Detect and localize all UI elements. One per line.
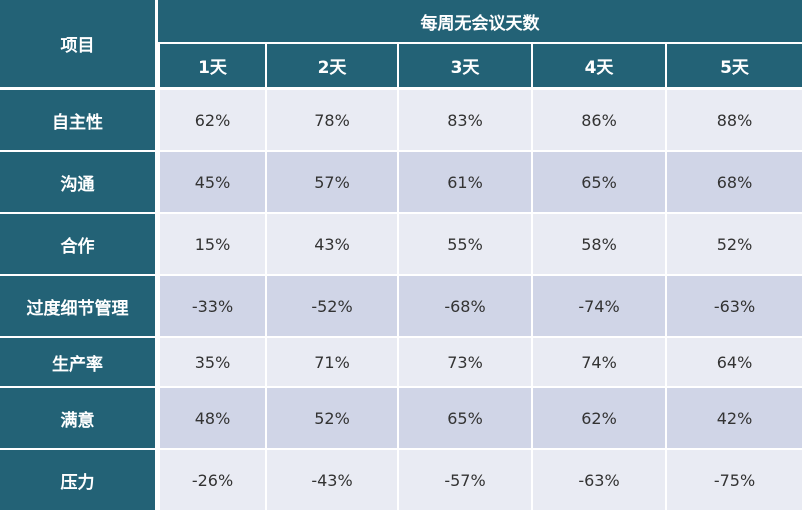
table-cell: -63% bbox=[665, 276, 802, 338]
table-cell: 61% bbox=[397, 152, 531, 214]
row-header: 自主性 bbox=[0, 90, 158, 152]
table-cell: 15% bbox=[158, 214, 265, 276]
table-cell: -52% bbox=[265, 276, 397, 338]
table-cell: -43% bbox=[265, 450, 397, 512]
row-header: 满意 bbox=[0, 388, 158, 450]
column-header-4: 4天 bbox=[531, 44, 665, 90]
table-cell: -75% bbox=[665, 450, 802, 512]
table-cell: -68% bbox=[397, 276, 531, 338]
table-cell: -74% bbox=[531, 276, 665, 338]
table-cell: -26% bbox=[158, 450, 265, 512]
table-cell: 65% bbox=[531, 152, 665, 214]
table-cell: 58% bbox=[531, 214, 665, 276]
table-cell: -63% bbox=[531, 450, 665, 512]
table-cell: 48% bbox=[158, 388, 265, 450]
table-cell: 73% bbox=[397, 338, 531, 388]
table-cell: -33% bbox=[158, 276, 265, 338]
table-cell: 42% bbox=[665, 388, 802, 450]
table-cell: 62% bbox=[531, 388, 665, 450]
table-cell: 45% bbox=[158, 152, 265, 214]
column-header-3: 3天 bbox=[397, 44, 531, 90]
table-cell: 83% bbox=[397, 90, 531, 152]
column-header-1: 1天 bbox=[158, 44, 265, 90]
table-cell: 68% bbox=[665, 152, 802, 214]
table-cell: 43% bbox=[265, 214, 397, 276]
table-cell: 52% bbox=[265, 388, 397, 450]
table-cell: 52% bbox=[665, 214, 802, 276]
row-header: 合作 bbox=[0, 214, 158, 276]
table-cell: 62% bbox=[158, 90, 265, 152]
table-cell: 65% bbox=[397, 388, 531, 450]
row-header: 压力 bbox=[0, 450, 158, 512]
table-cell: 78% bbox=[265, 90, 397, 152]
table-cell: 55% bbox=[397, 214, 531, 276]
corner-header: 项目 bbox=[0, 0, 158, 90]
table-cell: 74% bbox=[531, 338, 665, 388]
row-header: 沟通 bbox=[0, 152, 158, 214]
table-cell: 88% bbox=[665, 90, 802, 152]
table-cell: 64% bbox=[665, 338, 802, 388]
group-header: 每周无会议天数 bbox=[158, 0, 802, 44]
table-cell: 86% bbox=[531, 90, 665, 152]
column-header-2: 2天 bbox=[265, 44, 397, 90]
table-cell: 35% bbox=[158, 338, 265, 388]
row-header: 生产率 bbox=[0, 338, 158, 388]
table-cell: -57% bbox=[397, 450, 531, 512]
table-cell: 57% bbox=[265, 152, 397, 214]
table-cell: 71% bbox=[265, 338, 397, 388]
row-header: 过度细节管理 bbox=[0, 276, 158, 338]
column-header-5: 5天 bbox=[665, 44, 802, 90]
